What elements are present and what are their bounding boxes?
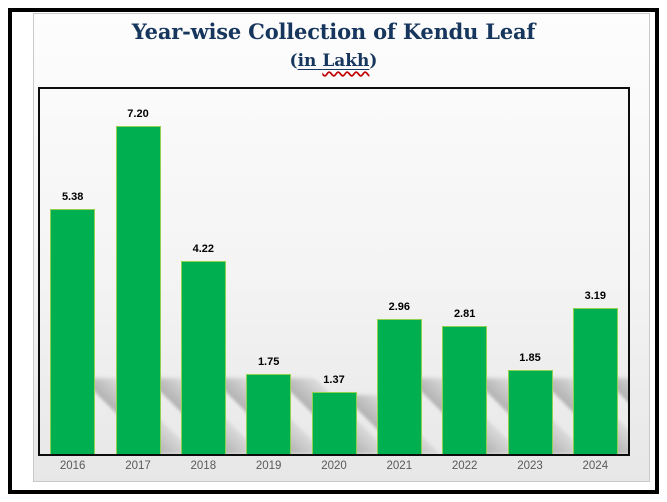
chart-subtitle: (in Lakh) [0, 51, 667, 71]
x-axis-label-2018: 2018 [190, 460, 217, 472]
x-axis-label-2022: 2022 [451, 460, 478, 472]
bar-2024 [572, 308, 618, 454]
bar-2016 [50, 208, 96, 454]
subtitle-close-paren: ) [369, 51, 378, 71]
x-axis-label-2019: 2019 [255, 460, 282, 472]
bar-value-label: 4.22 [192, 243, 215, 256]
x-axis-label-2016: 2016 [59, 460, 86, 472]
bar-2017 [115, 125, 161, 454]
subtitle-open-paren: ( [289, 51, 298, 71]
bar-2018 [180, 261, 226, 454]
bar-value-label: 7.20 [127, 107, 149, 120]
bar-value-label: 5.38 [61, 190, 84, 203]
x-axis-label-2017: 2017 [125, 460, 151, 472]
bar-value-label: 1.37 [323, 373, 345, 386]
x-axis-label-2020: 2020 [321, 460, 347, 472]
bar-2022 [442, 325, 488, 454]
plot-area: 5.38 7.20 4.22 1.75 1.37 2.96 2.81 1.85 3.19 [38, 87, 630, 456]
chart-title: Year-wise Collection of Kendu Leaf [131, 19, 536, 44]
bar-2023 [507, 369, 553, 454]
bar-2021 [376, 318, 422, 454]
bar-2020 [311, 391, 357, 454]
subtitle-word-lakh: Lakh [322, 51, 370, 71]
bar-value-label: 2.81 [453, 307, 476, 320]
bar-value-label: 1.75 [257, 356, 280, 369]
x-axis-label-2024: 2024 [582, 460, 609, 472]
x-axis-label-2023: 2023 [517, 460, 543, 472]
bar-value-label: 1.85 [519, 351, 541, 364]
x-axis: 2016 2017 2018 2019 2020 2021 2022 2023 2024 [40, 460, 628, 476]
bar-2019 [246, 374, 292, 454]
bar-value-label: 2.96 [388, 300, 411, 313]
bar-value-label: 3.19 [584, 290, 607, 303]
subtitle-word-in: in [297, 51, 323, 71]
x-axis-label-2021: 2021 [386, 460, 413, 472]
